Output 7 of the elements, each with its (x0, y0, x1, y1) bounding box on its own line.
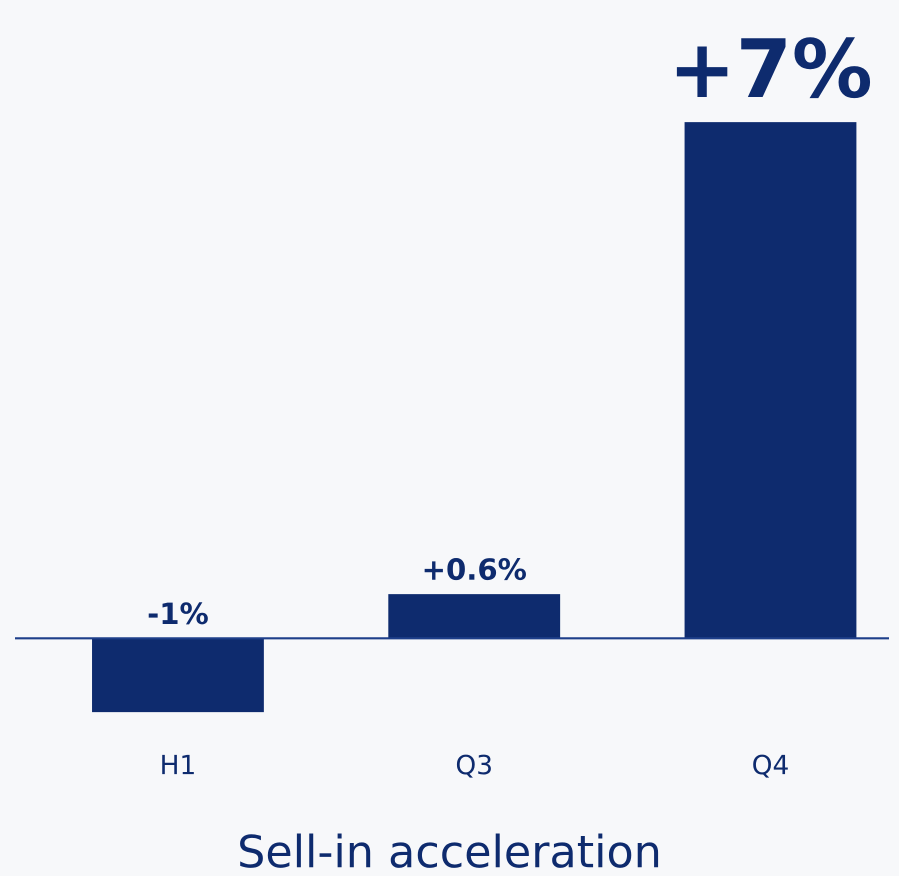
data-label: +7% (676, 37, 870, 98)
x-tick-label: H1 (162, 754, 194, 774)
data-label: -1% (148, 602, 208, 624)
x-tick-label: Q3 (456, 754, 491, 778)
data-label: +0.6% (424, 558, 526, 580)
x-axis-title: Sell-in acceleration (240, 833, 658, 868)
x-tick-label: Q4 (753, 754, 788, 778)
